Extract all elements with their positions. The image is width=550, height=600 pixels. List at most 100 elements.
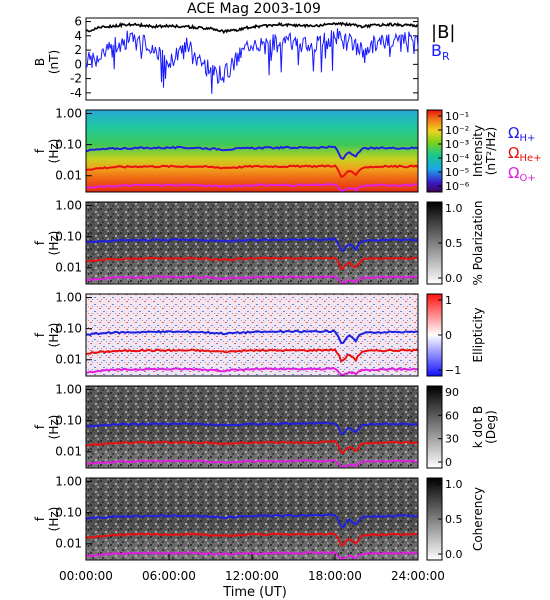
colorbar-tick-label: 10⁻⁶: [445, 180, 470, 193]
gyro-line-he-plus: [85, 164, 419, 179]
freq-tick-label: 1.00: [55, 291, 82, 305]
gyro-line-o-plus: [85, 182, 419, 193]
panel-ellipticity-frame: [85, 293, 419, 377]
panel-ellipticity-texture: [86, 294, 418, 376]
colorbar-tick-label: 1.0: [445, 202, 463, 215]
colorbar-tick-label: 30: [445, 433, 459, 446]
gyro-line-h-plus: [85, 236, 419, 253]
panel-kdotb-texture: [86, 386, 418, 468]
freq-ylabel: f: [33, 424, 47, 429]
colorbar-title: Intensity: [471, 125, 485, 177]
top-ylabel-unit: (nT): [47, 50, 61, 74]
gyro-line-he-plus: [85, 348, 419, 363]
freq-ylabel: f: [33, 240, 47, 245]
colorbar-tick-label: 0.0: [445, 272, 463, 285]
freq-legend-h-sym: Ω: [508, 124, 519, 142]
freq-legend-o-sub: O+: [519, 173, 535, 184]
colorbar-tick-label: 0.5: [445, 237, 463, 250]
gyro-line-he-plus: [85, 256, 419, 271]
x-axis-label: Time (UT): [222, 585, 287, 600]
freq-ylabel: f: [33, 332, 47, 337]
colorbar-tick-label: 1: [445, 294, 452, 307]
top-ytick-label: -4: [70, 86, 82, 100]
freq-tick-label: 0.10: [55, 322, 82, 336]
colorbar-intensity: [426, 109, 443, 193]
gyro-line-h-plus: [85, 145, 419, 160]
top-ylabel-b: B: [33, 58, 47, 66]
freq-ylabel-unit: (Hz): [47, 415, 61, 440]
top-ytick-label: 0: [74, 57, 82, 71]
series-line-b-r: [85, 28, 419, 94]
freq-tick-label: 0.01: [55, 353, 82, 367]
gyro-line-o-plus: [85, 458, 419, 469]
freq-legend-o: ΩO+: [508, 164, 536, 184]
colorbar-title: (nT²/Hz): [484, 127, 498, 175]
gyro-line-o-plus: [85, 366, 418, 377]
freq-tick-label: 0.10: [55, 138, 82, 152]
freq-ylabel: f: [33, 148, 47, 153]
panel-kdotb-frame: [85, 385, 419, 469]
panel-intensity: 1.00 0.10 0.01 f (Hz) 10⁻¹10⁻²10⁻³10⁻⁴10⁻⁵10⁻…: [33, 107, 498, 193]
colorbar-tick-label: 10⁻³: [445, 138, 469, 151]
colorbar-tick-label: 0.5: [445, 513, 463, 526]
top-ytick-label: 6: [74, 15, 82, 29]
panel-coherency-texture: [86, 478, 418, 560]
colorbar-tick-label: −1: [445, 364, 461, 377]
freq-tick-label: 0.01: [55, 169, 82, 183]
panel-polarization-frame: [85, 201, 419, 285]
colorbar-title: % Polarization: [471, 201, 485, 286]
freq-tick-label: 0.10: [55, 414, 82, 428]
freq-ylabel: f: [33, 516, 47, 521]
legend-b-r: BR: [431, 41, 450, 63]
series-line-b-total: [85, 21, 419, 35]
colorbar-tick-label: 10⁻¹: [445, 110, 469, 123]
colorbar-tick-label: 0.0: [445, 548, 463, 561]
colorbar-tick-label: 0: [445, 329, 452, 342]
freq-legend-he-sub: He+: [519, 153, 541, 164]
panel-polarization: 1.00 0.10 0.01 f (Hz) 1.0 0.5 0.0 % Polarization: [33, 199, 485, 286]
legend-b-r-main: B: [431, 41, 442, 60]
freq-tick-label: 1.00: [55, 107, 82, 121]
panel-ellipticity: 1.00 0.10 0.01 f (Hz) 1 0 −1 Ellipticity: [33, 291, 485, 377]
freq-tick-label: 0.01: [55, 445, 82, 459]
colorbar-title: Ellipticity: [471, 308, 485, 363]
panel-kdotb: 1.00 0.10 0.01 f (Hz) 90 60 30 0 k dot B (Deg): [33, 383, 498, 469]
freq-ylabel-unit: (Hz): [47, 323, 61, 348]
gyro-line-h-plus: [85, 329, 418, 345]
colorbar-kdotb: [426, 385, 443, 469]
colorbar-tick-label: 10⁻⁴: [445, 152, 470, 165]
panel-polarization-texture: [86, 202, 418, 284]
freq-tick-label: 0.10: [55, 230, 82, 244]
legend-b-total: |B|: [431, 22, 455, 43]
freq-legend-he-sym: Ω: [508, 144, 519, 162]
freq-tick-label: 0.10: [55, 506, 82, 520]
colorbar-title: k dot B: [471, 406, 485, 448]
gyro-line-o-plus: [85, 551, 419, 561]
panel-intensity-image: [86, 110, 418, 192]
colorbar-tick-label: 90: [445, 386, 459, 399]
freq-legend-h-sub: H+: [519, 133, 535, 144]
x-tick-label: 12:00:00: [225, 569, 279, 583]
top-panel-frame: [85, 17, 419, 101]
x-tick-label: 00:00:00: [59, 569, 113, 583]
colorbar-tick-label: 10⁻²: [445, 124, 469, 137]
panel-intensity-frame: [85, 109, 419, 193]
gyro-line-h-plus: [85, 513, 419, 529]
spectrogram-panels: 1.000.100.01f (Hz)10⁻¹10⁻²10⁻³10⁻⁴10⁻⁵10⁻…: [33, 107, 498, 561]
freq-ylabel-unit: (Hz): [47, 139, 61, 164]
x-tick-label: 18:00:00: [308, 569, 362, 583]
colorbar-title: (Deg): [484, 410, 498, 444]
freq-legend-h: ΩH+: [508, 124, 535, 144]
x-tick-label: 06:00:00: [142, 569, 196, 583]
gyro-line-he-plus: [85, 439, 419, 455]
freq-tick-label: 0.01: [55, 261, 82, 275]
freq-tick-label: 1.00: [55, 199, 82, 213]
panel-coherency: 1.00 0.10 0.01 f (Hz) 1.0 0.5 0.0 Coherency: [33, 475, 485, 561]
freq-tick-label: 0.01: [55, 537, 82, 551]
freq-ylabel-unit: (Hz): [47, 507, 61, 532]
freq-ylabel-unit: (Hz): [47, 231, 61, 256]
top-ytick-label: 4: [74, 29, 82, 43]
